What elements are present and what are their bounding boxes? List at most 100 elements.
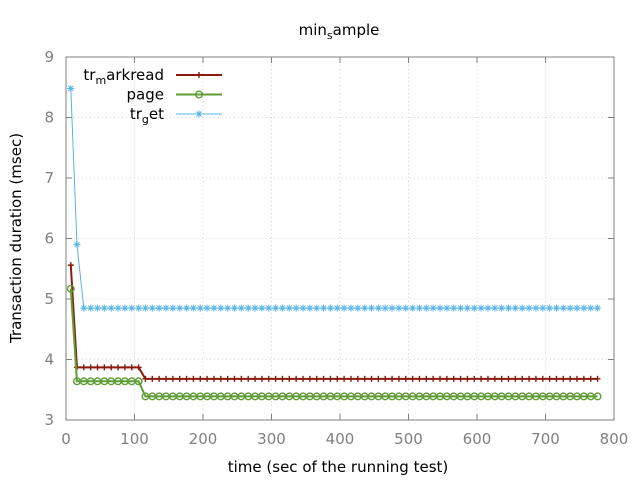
data-point [498, 304, 506, 312]
data-point [258, 304, 266, 312]
y-tick-label: 8 [44, 109, 54, 127]
data-point [128, 364, 135, 371]
data-point [107, 304, 115, 312]
y-tick-label: 5 [44, 290, 54, 308]
legend-swatch-marker [194, 90, 203, 99]
data-point [374, 304, 382, 312]
data-point [573, 304, 581, 312]
data-point [381, 304, 389, 312]
data-point [148, 304, 156, 312]
data-point [546, 375, 553, 382]
data-point [450, 304, 458, 312]
data-point [100, 304, 108, 312]
x-axis-label: time (sec of the running test) [228, 458, 449, 476]
data-point [285, 304, 293, 312]
data-point [512, 375, 519, 382]
data-point [347, 375, 354, 382]
data-point [416, 375, 423, 382]
data-point [169, 375, 176, 382]
data-point [210, 375, 217, 382]
data-point [87, 364, 94, 371]
data-point [162, 304, 170, 312]
data-point [560, 375, 567, 382]
data-point [566, 304, 574, 312]
data-point [361, 304, 369, 312]
data-point [189, 304, 197, 312]
data-point [471, 375, 478, 382]
data-point [306, 375, 313, 382]
x-tick-label: 100 [120, 430, 149, 448]
data-point [258, 375, 265, 382]
data-point [389, 375, 396, 382]
data-point [498, 375, 505, 382]
data-point [375, 375, 382, 382]
data-point [532, 375, 539, 382]
data-point [429, 304, 437, 312]
series-2 [67, 84, 602, 312]
data-point [80, 364, 87, 371]
legend-swatch-marker [195, 110, 203, 118]
data-point [265, 375, 272, 382]
data-point [423, 375, 430, 382]
data-point [574, 375, 581, 382]
data-point [519, 375, 526, 382]
data-point [244, 304, 252, 312]
legend-label: trget [130, 105, 164, 126]
data-point [183, 304, 191, 312]
data-point [354, 304, 362, 312]
data-point [217, 375, 224, 382]
data-point [135, 364, 142, 371]
x-tick-label: 600 [463, 430, 492, 448]
data-point [505, 304, 513, 312]
data-point [594, 304, 602, 312]
data-point [470, 304, 478, 312]
data-point [114, 304, 122, 312]
legend-label-sub: m [95, 74, 106, 87]
data-point [306, 304, 314, 312]
data-point [115, 364, 122, 371]
data-point [286, 375, 293, 382]
data-point [525, 304, 533, 312]
data-point [450, 375, 457, 382]
data-point [292, 304, 300, 312]
data-point [457, 375, 464, 382]
data-point [484, 375, 491, 382]
legend-swatch-marker [196, 72, 202, 78]
data-point [224, 304, 232, 312]
data-point [354, 375, 361, 382]
data-point [121, 304, 129, 312]
data-point [155, 304, 163, 312]
data-point [80, 304, 88, 312]
data-point [231, 375, 238, 382]
data-point [334, 375, 341, 382]
x-tick-label: 300 [257, 430, 286, 448]
data-point [94, 304, 102, 312]
data-point [141, 304, 149, 312]
series-line [69, 265, 598, 380]
data-point [361, 375, 368, 382]
data-point [478, 375, 485, 382]
data-point [238, 375, 245, 382]
legend-label-base: tr [83, 66, 96, 84]
data-point [477, 304, 485, 312]
data-point [196, 304, 204, 312]
data-point [368, 375, 375, 382]
data-point [293, 375, 300, 382]
y-tick-label: 6 [44, 230, 54, 248]
legend-label-base: page [127, 86, 164, 104]
data-point [402, 375, 409, 382]
data-point [436, 304, 444, 312]
y-tick-label: 7 [44, 169, 54, 187]
data-point [559, 304, 567, 312]
data-point [552, 304, 560, 312]
data-point [464, 375, 471, 382]
legend-label-rest: arkread [106, 66, 164, 84]
data-point [190, 375, 197, 382]
data-point [121, 364, 128, 371]
legend-label: trmarkread [83, 66, 164, 87]
data-point [388, 304, 396, 312]
data-point [395, 375, 402, 382]
chart-title-sub: s [327, 29, 333, 42]
data-point [437, 375, 444, 382]
